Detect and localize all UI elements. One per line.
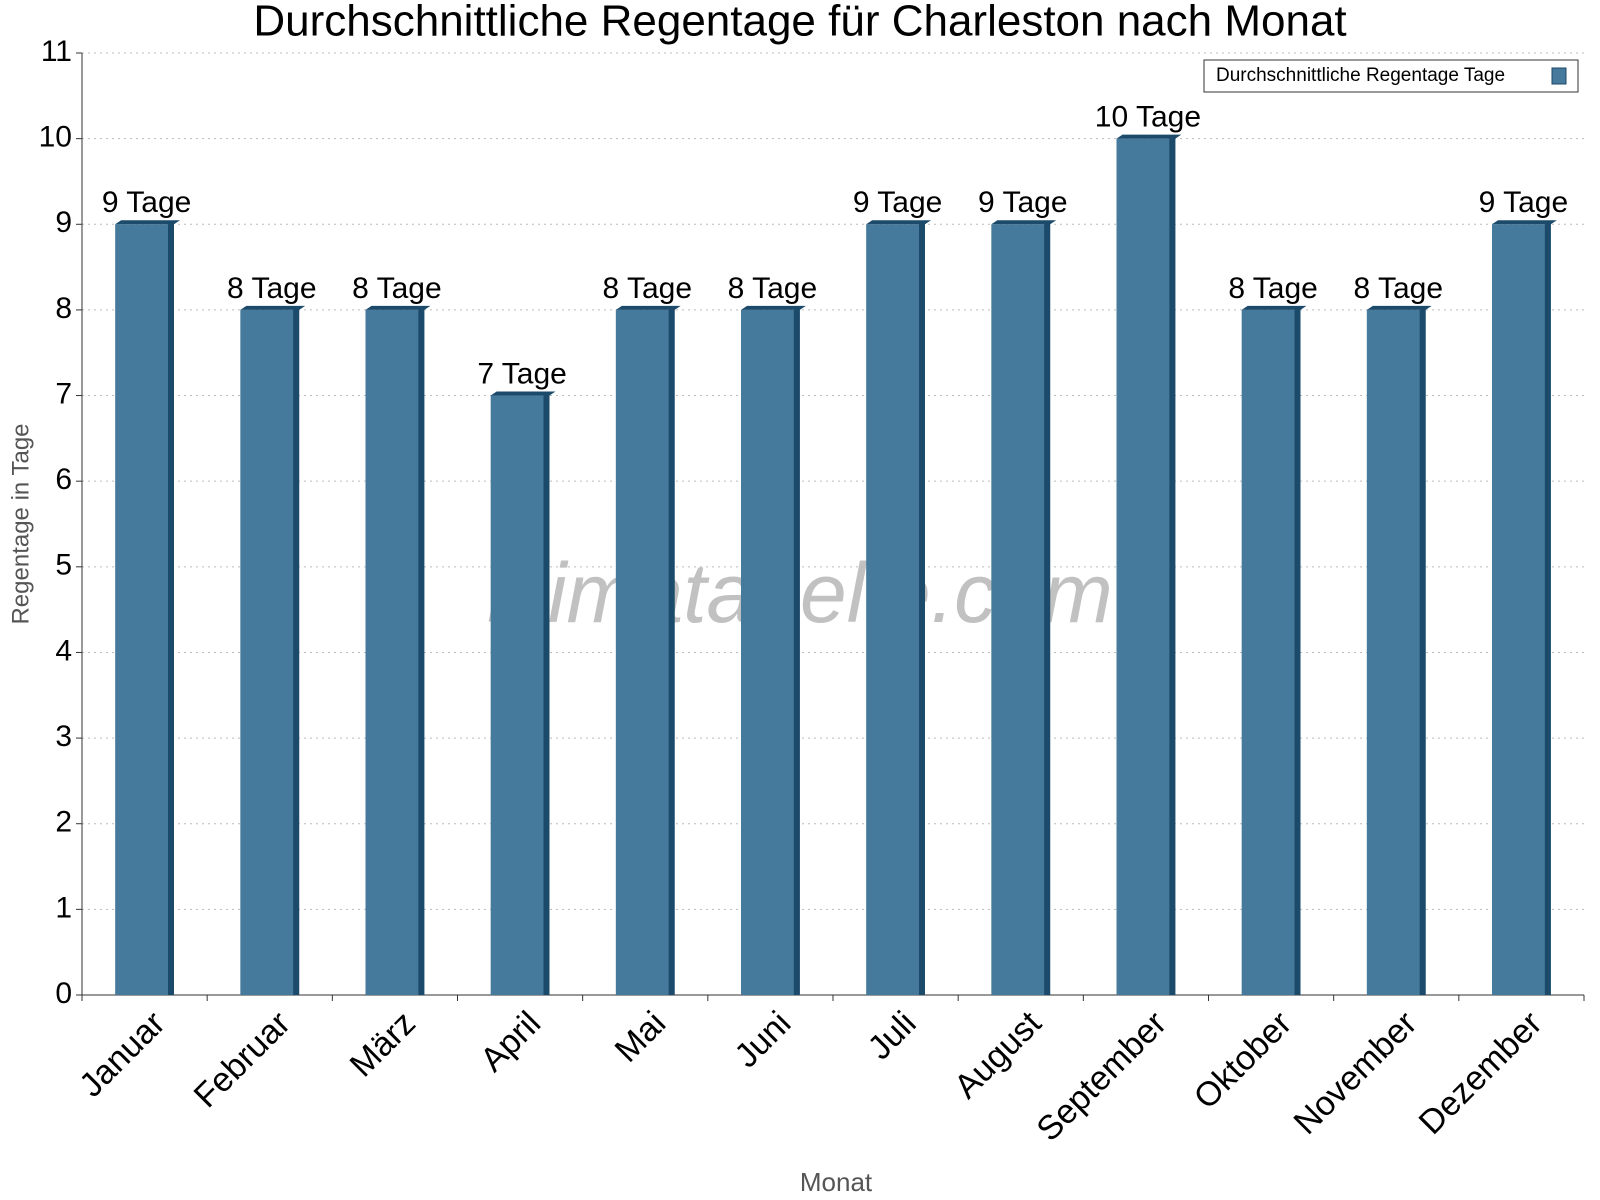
bar-top: [1116, 134, 1182, 139]
x-tick-label: November: [1286, 1004, 1424, 1142]
x-tick-label: Mai: [608, 1004, 674, 1070]
legend-swatch: [1551, 67, 1567, 85]
bar-side: [293, 305, 300, 996]
y-tick-label: 2: [55, 806, 72, 839]
value-label: 8 Tage: [227, 272, 317, 305]
bar: [115, 224, 174, 996]
bar-top: [490, 391, 556, 396]
bar-top: [365, 305, 431, 310]
value-label: 8 Tage: [602, 272, 692, 305]
x-tick-label: Oktober: [1187, 1004, 1299, 1116]
y-tick-label: 3: [55, 720, 72, 753]
bar-top: [240, 305, 306, 310]
x-tick-label: Januar: [72, 1004, 172, 1104]
value-label: 9 Tage: [978, 186, 1068, 219]
value-label: 9 Tage: [102, 186, 192, 219]
bar: [991, 224, 1051, 996]
bar-top: [741, 305, 806, 310]
value-label: 8 Tage: [728, 272, 818, 305]
bar-top: [1241, 305, 1307, 310]
bar-side: [1169, 134, 1176, 996]
chart-title: Durchschnittliche Regentage für Charlest…: [253, 0, 1346, 46]
y-tick-label: 8: [55, 292, 72, 325]
value-label: 8 Tage: [1228, 272, 1318, 305]
bar: [240, 309, 300, 996]
bar-side: [1419, 305, 1426, 996]
y-tick-label: 10: [39, 121, 72, 154]
x-tick-label: Juli: [861, 1004, 924, 1067]
y-tick-label: 11: [41, 35, 72, 68]
bar-side: [1294, 305, 1301, 996]
bar-top: [1492, 220, 1557, 225]
bar: [615, 309, 675, 996]
bar: [1116, 138, 1176, 996]
x-tick-label: März: [343, 1004, 423, 1084]
bar: [1241, 309, 1301, 996]
bar-side: [167, 220, 174, 996]
x-tick-label: April: [473, 1004, 548, 1079]
y-tick-label: 5: [55, 549, 72, 582]
y-tick-label: 9: [55, 206, 72, 239]
bar: [490, 395, 550, 996]
bar: [866, 224, 925, 996]
value-label: 7 Tage: [477, 357, 567, 390]
x-tick-label: August: [947, 1004, 1049, 1106]
bar-top: [1366, 305, 1432, 310]
y-axis-label: Regentage in Tage: [7, 423, 34, 624]
x-tick-label: Juni: [727, 1004, 798, 1075]
x-tick-label: Dezember: [1412, 1004, 1550, 1142]
bar-side: [793, 305, 800, 996]
value-label: 10 Tage: [1095, 101, 1201, 134]
bar-side: [668, 305, 675, 996]
value-label: 8 Tage: [1353, 272, 1443, 305]
bar: [1366, 309, 1426, 996]
x-tick-label: September: [1029, 1004, 1173, 1148]
bar-top: [115, 220, 180, 225]
y-tick-label: 6: [55, 463, 72, 496]
value-label: 8 Tage: [352, 272, 442, 305]
bar-side: [1044, 220, 1051, 996]
bar: [365, 309, 425, 996]
bar-top: [615, 305, 681, 310]
legend-label: Durchschnittliche Regentage Tage: [1216, 65, 1505, 86]
bar-top: [991, 220, 1057, 225]
bar-side: [918, 220, 925, 996]
legend-box: [1203, 59, 1579, 93]
x-axis-label: Monat: [800, 1167, 873, 1197]
y-tick-label: 1: [55, 891, 72, 924]
x-tick-label: Februar: [187, 1004, 298, 1115]
y-tick-label: 7: [55, 377, 72, 410]
value-label: 9 Tage: [853, 186, 943, 219]
bar: [1492, 224, 1551, 996]
value-label: 9 Tage: [1479, 186, 1569, 219]
bar-side: [1544, 220, 1551, 996]
bar-top: [866, 220, 931, 225]
bar-side: [418, 305, 425, 996]
y-tick-label: 0: [55, 977, 72, 1010]
y-tick-label: 4: [55, 634, 72, 667]
bar: [741, 309, 800, 996]
bar-side: [543, 391, 550, 996]
